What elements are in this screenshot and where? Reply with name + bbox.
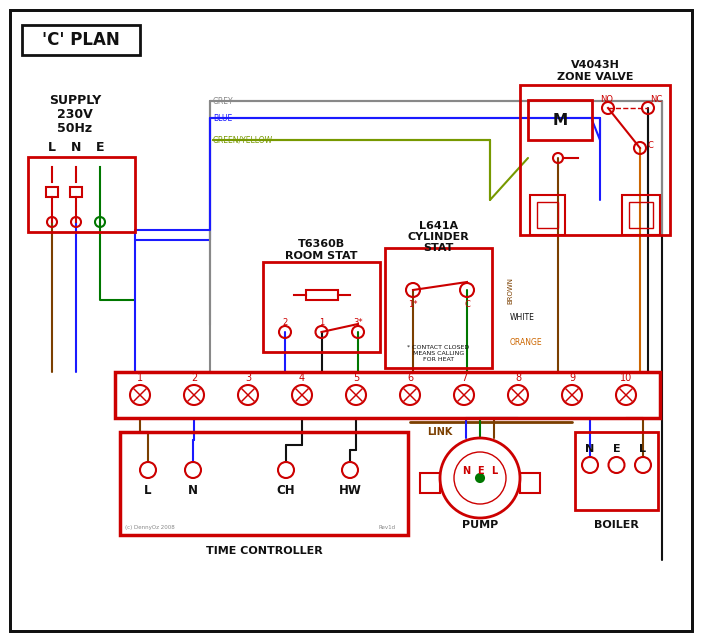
Bar xyxy=(120,432,408,535)
Text: NO: NO xyxy=(600,95,613,104)
Text: 4: 4 xyxy=(299,373,305,383)
Text: ROOM STAT: ROOM STAT xyxy=(285,251,358,261)
Bar xyxy=(46,187,58,197)
Bar xyxy=(305,290,338,300)
Bar xyxy=(622,195,660,235)
Text: L641A: L641A xyxy=(419,221,458,231)
Text: L: L xyxy=(491,466,497,476)
Text: 3: 3 xyxy=(245,373,251,383)
Text: N: N xyxy=(585,444,595,454)
Text: 9: 9 xyxy=(569,373,575,383)
Text: E: E xyxy=(613,444,621,454)
Text: 2: 2 xyxy=(191,373,197,383)
Bar xyxy=(530,195,565,235)
Text: 6: 6 xyxy=(407,373,413,383)
Text: LINK: LINK xyxy=(428,427,453,437)
Text: T6360B: T6360B xyxy=(298,239,345,249)
Text: HW: HW xyxy=(338,483,362,497)
Text: N: N xyxy=(71,140,81,153)
Text: 1: 1 xyxy=(319,317,324,326)
Text: (c) DennyOz 2008: (c) DennyOz 2008 xyxy=(125,525,175,530)
Text: 10: 10 xyxy=(620,373,632,383)
Bar xyxy=(420,473,440,493)
Text: L: L xyxy=(48,140,56,153)
Bar xyxy=(263,262,380,352)
Text: 3*: 3* xyxy=(353,317,363,326)
Text: CH: CH xyxy=(277,483,296,497)
Text: M: M xyxy=(552,113,567,128)
Text: SUPPLY: SUPPLY xyxy=(49,94,101,106)
Text: 230V: 230V xyxy=(57,108,93,121)
Bar xyxy=(629,202,653,228)
Text: GREEN/YELLOW: GREEN/YELLOW xyxy=(213,135,273,144)
Bar xyxy=(28,157,135,232)
Text: 'C' PLAN: 'C' PLAN xyxy=(42,31,120,49)
Text: ORANGE: ORANGE xyxy=(510,338,543,347)
Bar xyxy=(520,85,670,235)
Bar xyxy=(385,248,492,368)
Circle shape xyxy=(477,475,483,481)
Text: NC: NC xyxy=(650,95,662,104)
Bar xyxy=(22,25,140,55)
Text: E: E xyxy=(95,140,105,153)
Text: 8: 8 xyxy=(515,373,521,383)
Text: TIME CONTROLLER: TIME CONTROLLER xyxy=(206,546,322,556)
Text: GREY: GREY xyxy=(213,97,234,106)
Text: 1*: 1* xyxy=(409,299,418,308)
Text: L: L xyxy=(640,444,647,454)
Text: E: E xyxy=(477,466,483,476)
Text: N: N xyxy=(462,466,470,476)
Text: BLUE: BLUE xyxy=(213,113,232,122)
Bar xyxy=(70,187,82,197)
Text: 5: 5 xyxy=(353,373,359,383)
Text: PUMP: PUMP xyxy=(462,520,498,530)
Bar xyxy=(528,100,592,140)
Text: N: N xyxy=(188,483,198,497)
Text: WHITE: WHITE xyxy=(510,313,535,322)
Text: 50Hz: 50Hz xyxy=(58,122,93,135)
Text: 1: 1 xyxy=(137,373,143,383)
Text: ZONE VALVE: ZONE VALVE xyxy=(557,72,633,82)
Text: BOILER: BOILER xyxy=(594,520,639,530)
Text: STAT: STAT xyxy=(423,243,453,253)
Text: 7: 7 xyxy=(461,373,467,383)
Bar xyxy=(520,473,540,493)
Text: 2: 2 xyxy=(282,317,288,326)
Bar xyxy=(115,372,660,418)
Bar xyxy=(575,432,658,510)
Text: C: C xyxy=(464,299,470,308)
Text: C: C xyxy=(648,141,654,150)
Bar xyxy=(537,202,558,228)
Text: L: L xyxy=(144,483,152,497)
Text: * CONTACT CLOSED
MEANS CALLING
FOR HEAT: * CONTACT CLOSED MEANS CALLING FOR HEAT xyxy=(407,345,470,362)
Text: BROWN: BROWN xyxy=(507,276,513,303)
Text: Rev1d: Rev1d xyxy=(378,525,395,530)
Text: V4043H: V4043H xyxy=(571,60,619,70)
Text: CYLINDER: CYLINDER xyxy=(408,232,470,242)
